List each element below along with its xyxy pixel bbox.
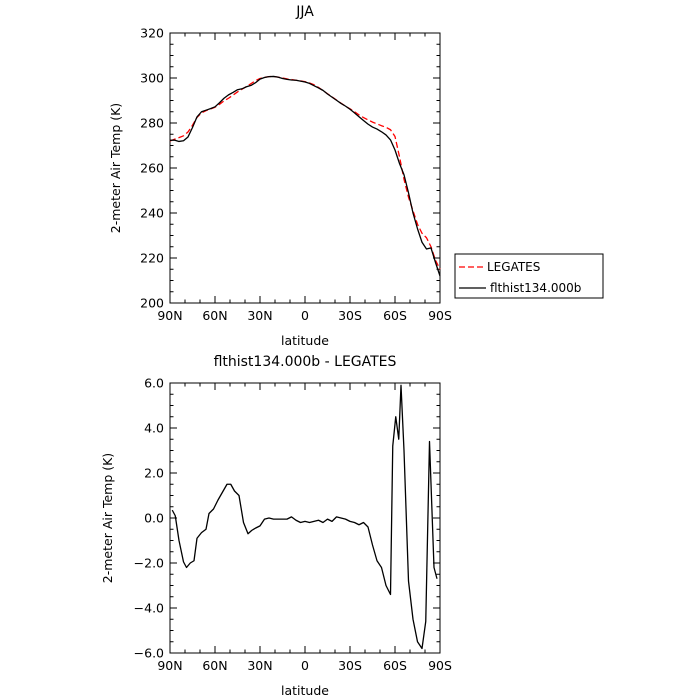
bottom-chart-ylabel: 2-meter Air Temp (K)	[100, 453, 115, 583]
top-chart-frame	[169, 32, 441, 304]
bottom-chart-ytick-label: 6.0	[144, 376, 164, 391]
bottom-chart: flthist134.000b - LEGATES latitude 2-met…	[100, 354, 452, 698]
top-chart-title: JJA	[295, 4, 314, 20]
bottom-chart-ytick-label: −4.0	[134, 601, 164, 616]
top-chart-xtick-label: 60S	[383, 308, 407, 323]
bottom-chart-xtick-label: 90S	[428, 658, 452, 673]
bottom-chart-title: flthist134.000b - LEGATES	[214, 354, 397, 370]
bottom-chart-xlabel: latitude	[281, 683, 329, 698]
top-chart-xtick-label: 30N	[247, 308, 272, 323]
top-chart-xlabel: latitude	[281, 333, 329, 348]
top-chart-series-line-1	[169, 75, 441, 277]
bottom-chart-xtick-label: 0	[301, 658, 309, 673]
bottom-chart-ytick-label: −2.0	[134, 556, 164, 571]
bottom-chart-ytick-label: 4.0	[144, 421, 164, 436]
legend-label-flthist: flthist134.000b	[490, 281, 581, 295]
bottom-chart-xtick-label: 30S	[338, 658, 362, 673]
top-chart-legend: LEGATES flthist134.000b	[454, 253, 604, 299]
top-chart-xtick-label: 0	[301, 308, 309, 323]
top-chart-ytick-label: 280	[140, 116, 164, 131]
top-chart-ytick-label: 220	[140, 251, 164, 266]
top-chart-ytick-label: 240	[140, 206, 164, 221]
bottom-chart-series-line-0	[171, 384, 438, 650]
top-chart-xtick-label: 90N	[157, 308, 182, 323]
top-chart-xtick-label: 60N	[202, 308, 227, 323]
bottom-chart-xtick-label: 30N	[247, 658, 272, 673]
bottom-chart-xtick-label: 90N	[157, 658, 182, 673]
top-chart-xtick-label: 30S	[338, 308, 362, 323]
legend-box	[454, 253, 604, 299]
top-chart-ytick-label: 320	[140, 26, 164, 41]
bottom-chart-xtick-label: 60S	[383, 658, 407, 673]
bottom-chart-ytick-label: −6.0	[134, 646, 164, 661]
top-chart-ytick-label: 200	[140, 296, 164, 311]
top-chart-ylabel: 2-meter Air Temp (K)	[108, 103, 123, 233]
legend-label-legates: LEGATES	[487, 260, 540, 274]
top-chart-xtick-label: 90S	[428, 308, 452, 323]
top-chart-series-line-0	[169, 75, 441, 270]
top-chart: JJA latitude 2-meter Air Temp (K) 90N 60N…	[108, 4, 452, 348]
top-chart-ytick-label: 260	[140, 161, 164, 176]
bottom-chart-ytick-label: 0.0	[144, 511, 164, 526]
top-chart-ytick-label: 300	[140, 71, 164, 86]
bottom-chart-ytick-label: 2.0	[144, 466, 164, 481]
bottom-chart-xtick-label: 60N	[202, 658, 227, 673]
